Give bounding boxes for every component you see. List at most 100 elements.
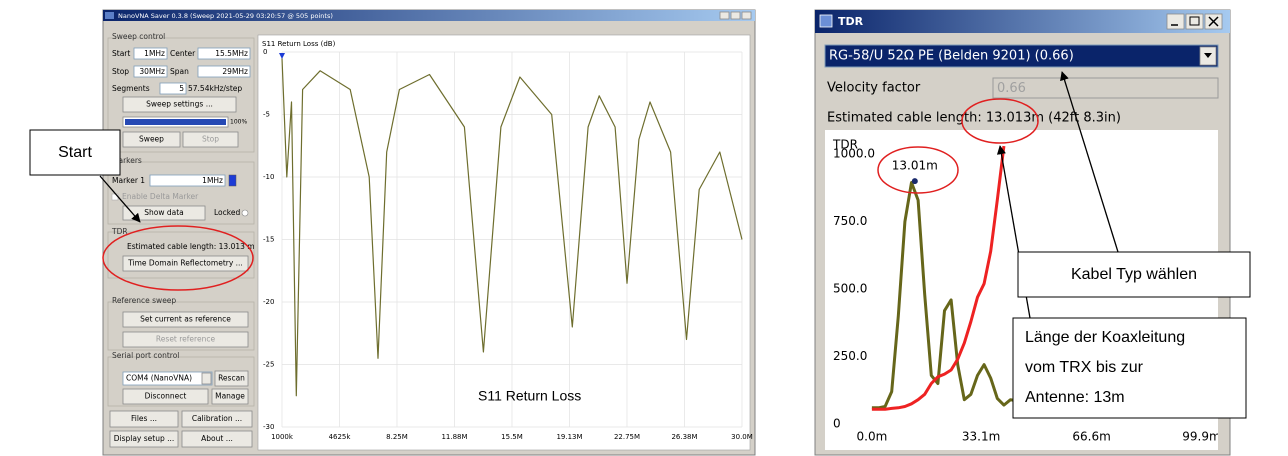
label: Segments [112,84,150,93]
button-label: Sweep [139,135,164,144]
input[interactable] [197,47,251,60]
callout [29,129,121,176]
input[interactable] [149,174,226,187]
highlight [961,98,1039,144]
label: Start [112,49,130,58]
button-label: Rescan [218,374,245,383]
input-value: 1MHz [144,49,165,58]
label: Center [170,49,196,58]
radio[interactable] [241,209,249,217]
callout-text: vom TRX bis zur [1025,359,1144,376]
x-tick-label: 30.0M [731,433,753,441]
input[interactable] [133,47,168,60]
group-heading: Serial port control [112,351,179,360]
chart-title: TDR [832,138,858,152]
window-title: NanoVNA Saver 0.3.8 (Sweep 2021-05-29 03… [118,12,333,20]
arrow [99,175,141,223]
button[interactable] [211,388,249,405]
minimize-button[interactable] [1166,13,1185,30]
title-bar [103,10,755,21]
checkbox-label: Enable Delta Marker [122,192,199,201]
group-heading: TDR [111,227,128,236]
input-value: 5 [179,84,184,93]
callout [1012,317,1247,419]
icon [1204,53,1212,58]
y-tick-label: 500.0 [833,282,867,296]
highlight [877,146,959,194]
cable-type-dropdown[interactable] [824,44,1219,68]
x-tick-label: 66.6m [1072,430,1110,444]
icon [1208,16,1219,27]
label: Span [170,67,189,76]
button[interactable] [122,311,249,328]
x-tick-label: 1000k [271,433,294,441]
input[interactable] [159,82,187,95]
group-heading: Reference sweep [112,296,176,305]
input-value: 30MHz [139,67,165,76]
highlight [102,225,254,291]
label: Locked [214,208,240,217]
app-icon [105,12,114,19]
button[interactable] [182,131,239,148]
progress-fill [125,119,226,125]
x-tick-label: 26.38M [671,433,697,441]
marker-color[interactable] [228,174,237,187]
button[interactable] [122,205,206,221]
label: Stop [112,67,129,76]
button-label: Display setup ... [114,434,175,443]
chart-area [257,34,751,451]
button-label: Set current as reference [140,315,231,324]
button[interactable] [122,131,181,148]
series-line [871,145,1006,411]
y-tick-label: -20 [263,298,274,306]
maximize-button[interactable] [1185,13,1204,30]
y-tick-label: 0 [263,48,267,56]
input-value: 1MHz [202,176,223,185]
label: 57.54kHz/step [188,84,242,93]
button-label: Calibration ... [192,414,242,423]
button-label: Show data [144,208,184,217]
x-tick-label: 15.5M [501,433,523,441]
y-tick-label: -5 [263,111,270,119]
input-value: 15.5MHz [215,49,248,58]
button[interactable] [181,410,253,428]
button[interactable] [122,96,237,113]
y-tick-label: 1000.0 [833,147,875,161]
combobox-arrow[interactable] [201,372,212,385]
input[interactable] [197,65,251,78]
button[interactable] [214,370,249,387]
button-label: Time Domain Reflectometry ... [127,259,243,268]
input[interactable] [133,65,168,78]
y-tick-label: -15 [263,236,274,244]
button-label: Disconnect [145,392,187,401]
group-box [107,231,255,279]
maximize-button[interactable] [730,11,741,20]
app-icon [819,14,833,28]
marker-indicator [279,53,285,59]
y-tick-label: 750.0 [833,214,867,228]
marker-label: 13.01m [892,159,938,173]
button[interactable] [181,430,253,448]
series-line [281,58,743,397]
callout [1017,251,1251,298]
button[interactable] [122,388,209,405]
button[interactable] [122,331,249,348]
input-value: 29MHz [222,67,248,76]
x-tick-label: 33.1m [962,430,1000,444]
title-bar [815,10,1230,33]
close-button[interactable] [741,11,752,20]
x-tick-label: 11.88M [441,433,467,441]
group-heading: Markers [112,156,142,165]
button-label: Sweep settings ... [146,100,213,109]
button[interactable] [122,255,249,272]
minimize-button[interactable] [719,11,730,20]
combobox[interactable] [122,371,213,386]
button[interactable] [109,410,179,428]
velocity-input [992,77,1219,99]
group-heading: Sweep control [112,32,165,41]
button[interactable] [109,430,179,448]
annotation: S11 Return Loss [478,388,581,404]
window-title: TDR [838,15,864,28]
x-tick-label: 8.25M [386,433,408,441]
